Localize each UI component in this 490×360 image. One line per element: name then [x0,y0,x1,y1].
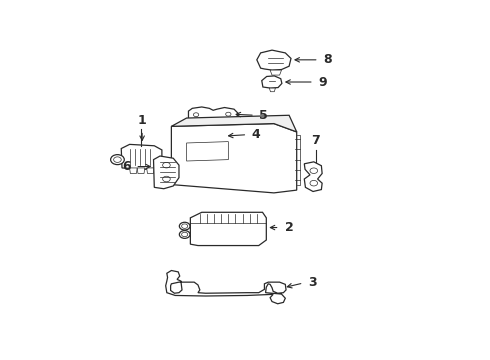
Polygon shape [166,270,286,304]
Polygon shape [262,76,282,88]
Circle shape [226,112,231,116]
Polygon shape [270,88,275,92]
Text: 5: 5 [260,109,268,122]
Polygon shape [270,70,281,75]
Text: 6: 6 [122,160,131,173]
Polygon shape [121,144,162,169]
Polygon shape [153,156,179,189]
Polygon shape [147,168,154,174]
Circle shape [179,231,190,238]
Text: 1: 1 [138,114,147,127]
Polygon shape [187,141,228,161]
Circle shape [114,157,121,162]
Text: 3: 3 [308,276,317,289]
Circle shape [111,155,124,165]
Text: 7: 7 [311,134,320,147]
Polygon shape [137,168,145,174]
Circle shape [310,180,318,186]
Circle shape [163,162,170,168]
Text: 4: 4 [251,128,260,141]
Polygon shape [172,123,297,193]
Circle shape [182,224,188,228]
Polygon shape [129,168,137,174]
Text: 9: 9 [318,76,327,89]
Polygon shape [190,212,267,246]
Circle shape [310,168,318,174]
Polygon shape [172,115,297,132]
Polygon shape [304,162,322,192]
Text: 2: 2 [285,221,294,234]
Circle shape [179,222,190,230]
Polygon shape [189,107,238,123]
Text: 8: 8 [323,53,332,66]
Circle shape [182,232,188,237]
Polygon shape [257,50,291,70]
Circle shape [194,113,199,117]
Circle shape [163,176,170,182]
